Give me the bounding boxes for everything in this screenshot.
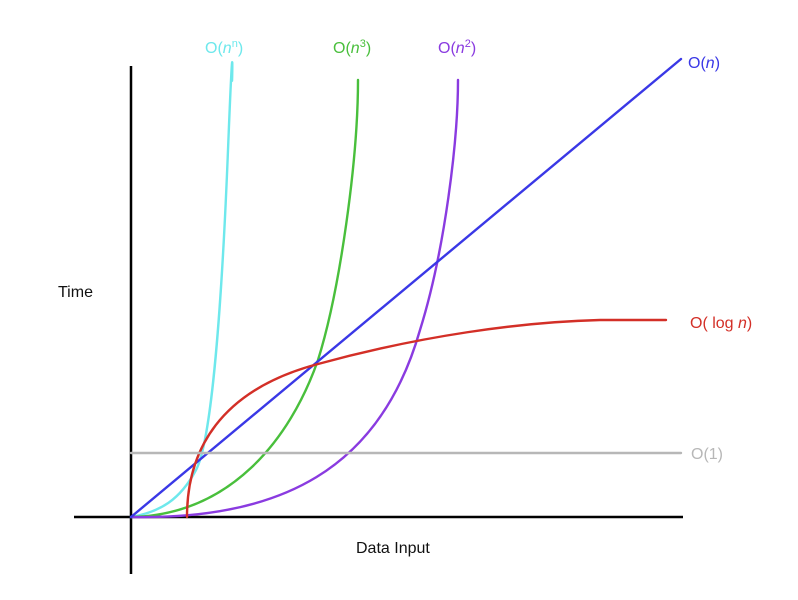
y-axis-title: Time bbox=[58, 284, 93, 301]
x-axis-title: Data Input bbox=[356, 540, 430, 557]
series-label-cubic: O(n3) bbox=[333, 38, 371, 57]
series-line-linear bbox=[129, 57, 683, 519]
series-label-linear: O(n) bbox=[688, 55, 720, 72]
series-line-cubic bbox=[129, 78, 360, 519]
series-curves bbox=[129, 57, 683, 519]
series-label-quadratic: O(n2) bbox=[438, 38, 476, 57]
series-label-constant: O(1) bbox=[691, 446, 723, 463]
series-label-exponential: O(nn) bbox=[205, 38, 243, 57]
series-labels: O(nn) O(n3) O(n2) O(n) O( log n) O(1) bbox=[205, 38, 752, 463]
series-line-logarithmic bbox=[185, 318, 668, 519]
series-label-logarithmic: O( log n) bbox=[690, 315, 752, 332]
series-line-exponential bbox=[129, 61, 234, 519]
series-line-quadratic bbox=[129, 78, 460, 519]
